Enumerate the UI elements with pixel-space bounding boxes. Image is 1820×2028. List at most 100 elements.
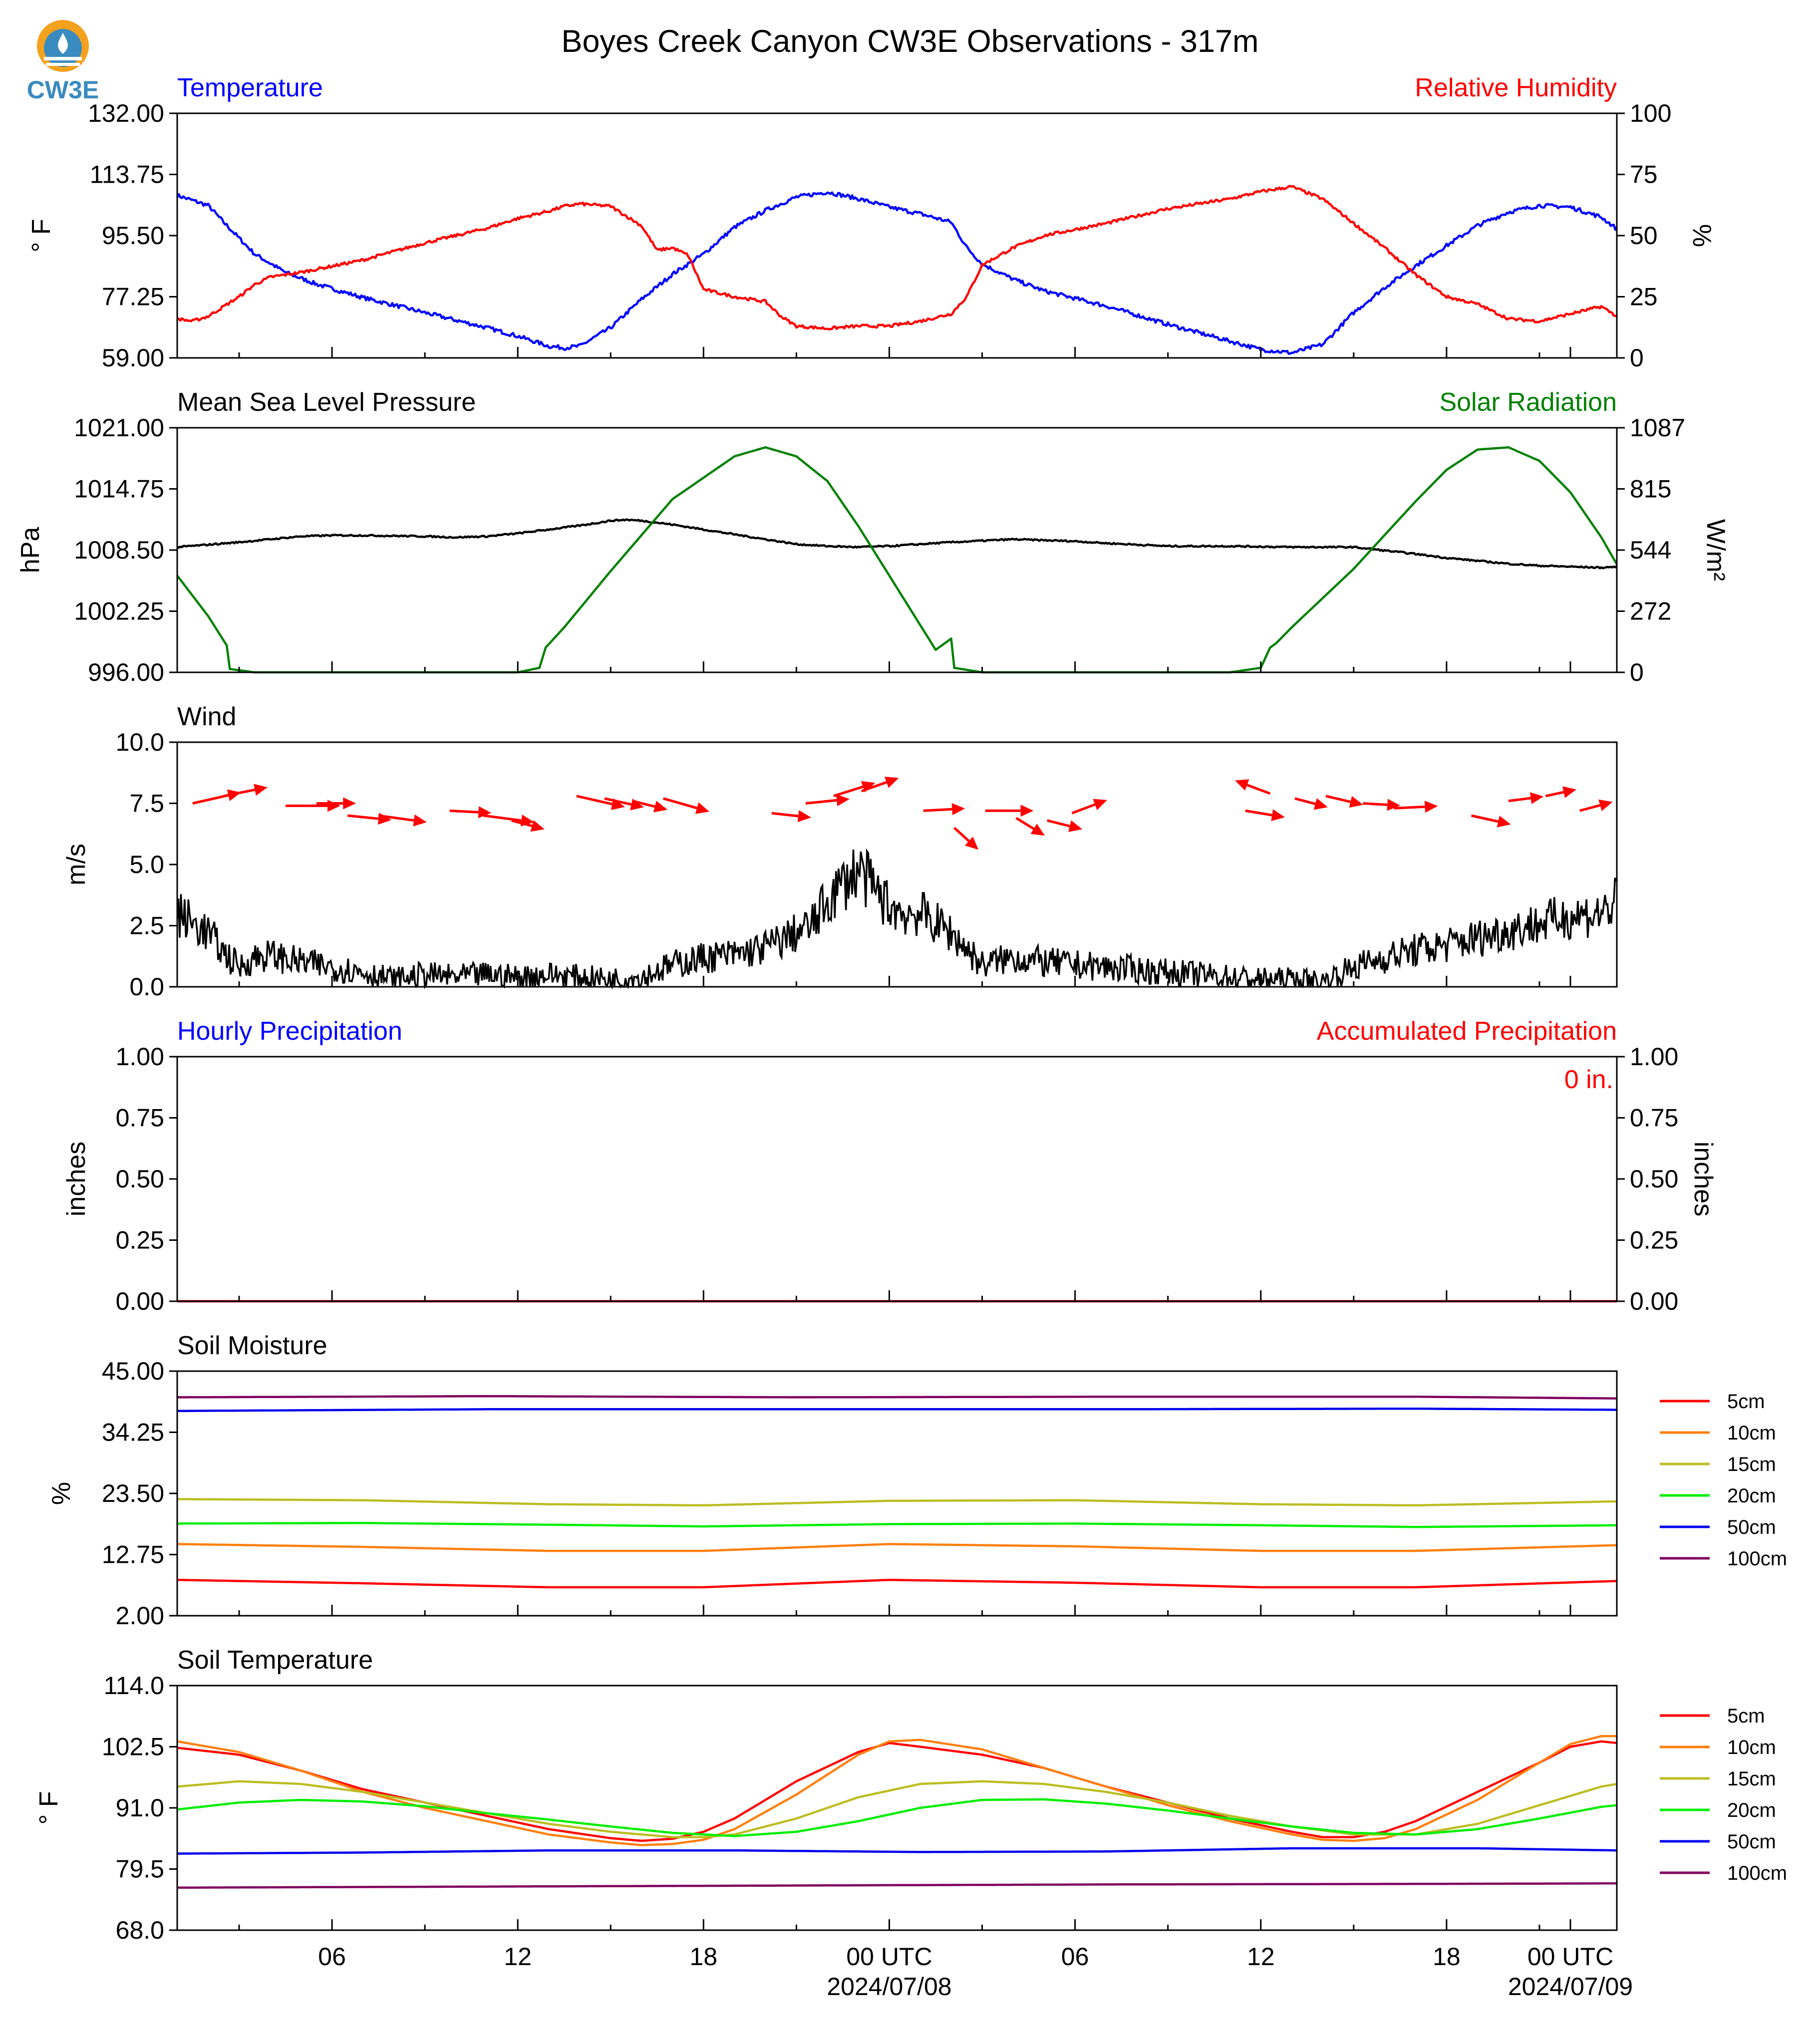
ylabel-solar: W/m²	[1701, 519, 1730, 581]
y-left-tick-label: 132.00	[88, 99, 164, 127]
y-right-tick-label: 50	[1630, 222, 1658, 250]
y-left-tick-label: 7.5	[129, 790, 164, 818]
wind-arrow	[1508, 797, 1531, 803]
y-left-tick-label: 10.0	[116, 728, 164, 756]
y-right-tick-label: 0.00	[1630, 1287, 1678, 1315]
wind-arrow	[192, 794, 229, 805]
y-left-tick-label: 2.00	[116, 1602, 164, 1630]
wind-arrowhead	[1424, 801, 1438, 813]
wind-arrow	[1545, 791, 1564, 798]
x-tick-label: 06	[1061, 1943, 1089, 1971]
wind-arrowhead	[1530, 792, 1544, 804]
wind-arrow	[1363, 802, 1388, 806]
wind-arrow	[861, 781, 887, 793]
y-left-tick-label: 1002.25	[74, 597, 164, 625]
series-100cm	[177, 1395, 1617, 1400]
cw3e-logo-icon	[37, 20, 89, 72]
x-tick-label: 00 UTC	[1527, 1943, 1613, 1971]
y-left-tick-label: 59.00	[102, 344, 164, 372]
y-left-tick-label: 996.00	[88, 658, 164, 686]
wind-arrowhead	[1387, 799, 1401, 811]
wind-arrowhead	[1349, 796, 1363, 808]
legend-label: 5cm	[1727, 1705, 1765, 1727]
wind-arrow	[604, 797, 632, 806]
legend-label: 100cm	[1727, 1862, 1787, 1884]
x-date-label: 2024/07/08	[827, 1973, 951, 2001]
wind-arrow	[805, 799, 837, 805]
y-right-tick-label: 0.25	[1630, 1226, 1678, 1254]
y-right-tick-label: 1087	[1630, 414, 1685, 442]
wind-arrow	[449, 809, 479, 814]
wind-arrow	[1394, 805, 1425, 810]
ylabel-soil-moisture: %	[47, 1482, 76, 1505]
x-tick-label: 00 UTC	[846, 1943, 932, 1971]
y-left-tick-label: 1014.75	[74, 475, 164, 503]
wind-arrows	[192, 776, 1613, 850]
y-right-tick-label: 0	[1630, 344, 1644, 372]
x-tick-label: 18	[1433, 1943, 1461, 1971]
panel-title-solar: Solar Radiation	[1439, 388, 1617, 417]
y-right-tick-label: 0.75	[1630, 1104, 1678, 1132]
wind-arrowhead	[653, 801, 668, 813]
y-left-tick-label: 95.50	[102, 222, 164, 250]
legend-label: 20cm	[1727, 1485, 1776, 1507]
wind-arrowhead	[964, 837, 979, 850]
wind-arrow	[1579, 804, 1601, 812]
y-left-tick-label: 2.5	[129, 912, 164, 940]
legend-label: 15cm	[1727, 1453, 1776, 1475]
y-right-tick-label: 25	[1630, 283, 1658, 311]
y-left-tick-label: 1008.50	[74, 536, 164, 564]
panel-wind: 0.0 2.5 5.0 7.5 10.0 Wind m/s	[62, 702, 1618, 1001]
y-right-tick-label: 0.50	[1630, 1165, 1678, 1193]
legend-label: 10cm	[1727, 1737, 1776, 1758]
wind-arrowhead	[1562, 786, 1576, 798]
legend-label: 5cm	[1727, 1391, 1765, 1413]
x-tick-label: 18	[690, 1943, 718, 1971]
y-left-tick-label: 0.75	[116, 1104, 164, 1132]
legend-label: 10cm	[1727, 1422, 1776, 1444]
ylabel-hourly-precip: inches	[62, 1142, 91, 1216]
y-right-tick-label: 1.00	[1630, 1043, 1678, 1071]
ylabel-pressure: hPa	[16, 527, 45, 574]
series-100cm	[177, 1882, 1617, 1889]
wind-arrow	[923, 808, 952, 812]
panel-title-soil-temperature: Soil Temperature	[177, 1646, 373, 1675]
series-15cm	[177, 1498, 1617, 1507]
y-right-tick-label: 75	[1630, 161, 1658, 189]
y-left-tick-label: 113.75	[90, 161, 164, 189]
legend-soil-moisture: 5cm 10cm 15cm 20cm 50cm 100cm	[1660, 1391, 1787, 1570]
x-tick-label: 06	[318, 1943, 346, 1971]
wind-arrow	[953, 827, 970, 842]
y-left-tick-label: 1.00	[116, 1043, 164, 1071]
series-20cm	[177, 1798, 1617, 1837]
y-right-tick-label: 272	[1630, 597, 1671, 625]
y-left-tick-label: 12.75	[102, 1541, 164, 1569]
wind-arrow	[1325, 795, 1351, 803]
wind-arrowhead	[1271, 809, 1285, 821]
panel-title-temperature: Temperature	[177, 73, 323, 102]
y-left-tick-label: 5.0	[129, 851, 164, 878]
panel-title-accum-precip: Accumulated Precipitation	[1317, 1017, 1617, 1046]
wind-arrowhead	[1068, 820, 1083, 832]
series-10cm	[177, 1543, 1617, 1552]
x-tick-label: 12	[1247, 1943, 1275, 1971]
legend-label: 50cm	[1727, 1831, 1776, 1853]
wind-arrow	[833, 785, 864, 798]
panel-title-wind: Wind	[177, 702, 236, 731]
wind-arrowhead	[884, 776, 899, 788]
legend-soil-temperature: 5cm 10cm 15cm 20cm 50cm 100cm	[1660, 1705, 1787, 1884]
panel-title-hourly-precip: Hourly Precipitation	[177, 1017, 402, 1046]
wind-arrow	[1246, 784, 1271, 795]
wind-arrow	[347, 814, 379, 820]
wind-arrowhead	[1598, 799, 1613, 811]
wind-arrowhead	[695, 802, 710, 814]
ylabel-temperature: ° F	[27, 219, 56, 252]
wind-arrow	[483, 814, 522, 822]
y-right-tick-label: 815	[1630, 475, 1671, 503]
panel-temperature-humidity: 59.00 77.25 95.50 113.75 132.00 0 25 50 75 100 Te…	[27, 73, 1716, 372]
y-left-tick-label: 114.0	[104, 1672, 164, 1700]
series-50cm	[177, 1847, 1617, 1855]
y-left-tick-label: 0.25	[116, 1226, 164, 1254]
wind-arrow	[511, 819, 533, 828]
